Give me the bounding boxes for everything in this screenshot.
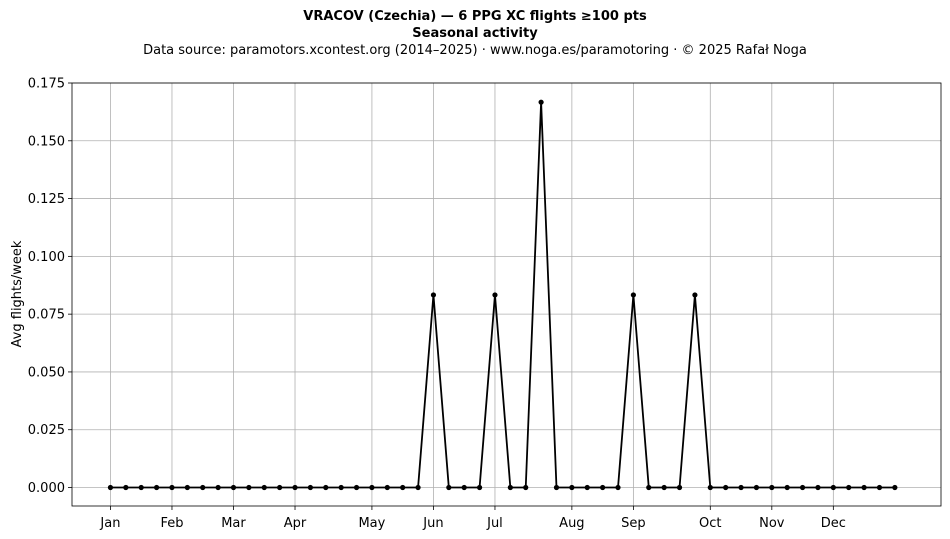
- data-point: [538, 99, 544, 105]
- data-point: [384, 484, 390, 491]
- data-point: [307, 484, 313, 491]
- tick-labels: Jan Feb Mar Apr May Jun Jul Aug Sep Oct Nov Dec 0.00…: [28, 77, 846, 532]
- y-tick-label: 0.075: [28, 308, 65, 323]
- x-tick-label: Aug: [559, 516, 584, 531]
- x-tick-label: Jul: [486, 516, 503, 531]
- x-tick-label: Jun: [422, 516, 443, 531]
- data-point: [815, 484, 821, 491]
- data-point: [707, 484, 713, 491]
- data-point: [277, 484, 283, 491]
- y-tick-label: 0.100: [28, 250, 65, 265]
- plot-frame: [71, 82, 942, 507]
- x-tick-label: May: [358, 516, 385, 531]
- data-point: [738, 484, 744, 491]
- data-point: [861, 484, 867, 491]
- data-point: [138, 484, 144, 491]
- data-point: [830, 484, 836, 491]
- data-point: [292, 484, 298, 491]
- data-point: [184, 484, 190, 491]
- data-point: [107, 484, 114, 491]
- data-point: [492, 292, 498, 298]
- data-point: [692, 292, 698, 298]
- data-point: [261, 484, 267, 491]
- data-point: [169, 484, 175, 491]
- data-point: [446, 484, 452, 491]
- data-point: [153, 484, 160, 491]
- x-tick-label: Jan: [99, 516, 120, 531]
- chart-title: VRACOV (Czechia) — 6 PPG XC flights ≥100…: [303, 9, 647, 24]
- data-point: [553, 484, 560, 491]
- y-tick-label: 0.150: [28, 134, 65, 149]
- x-tick-label: Dec: [821, 516, 846, 531]
- data-point: [615, 484, 621, 491]
- data-point: [338, 484, 344, 491]
- data-point: [476, 484, 483, 491]
- x-tick-label: Feb: [160, 516, 183, 531]
- data-point: [676, 484, 683, 491]
- data-point: [584, 484, 590, 491]
- data-point: [600, 484, 606, 491]
- data-point: [369, 484, 375, 491]
- data-point: [846, 484, 852, 491]
- axes: [68, 82, 942, 510]
- data-point: [430, 292, 437, 298]
- y-tick-label: 0.175: [28, 77, 65, 92]
- data-point: [876, 484, 883, 491]
- x-tick-label: Apr: [284, 516, 307, 531]
- y-tick-label: 0.125: [28, 192, 65, 207]
- data-point: [646, 484, 652, 491]
- data-point: [799, 484, 806, 491]
- data-point: [523, 484, 529, 491]
- x-tick-label: Nov: [759, 516, 785, 531]
- data-point: [784, 484, 790, 491]
- series-line: [110, 101, 895, 489]
- y-tick-label: 0.000: [28, 481, 65, 496]
- chart-subtitle: Seasonal activity: [412, 26, 538, 41]
- data-point: [400, 484, 406, 491]
- data-point: [230, 484, 237, 491]
- data-point: [753, 484, 760, 491]
- data-point: [507, 484, 513, 491]
- data-point: [723, 484, 729, 491]
- data-point: [353, 484, 360, 491]
- data-source-note: Data source: paramotors.xcontest.org (20…: [143, 43, 807, 58]
- data-point: [769, 484, 775, 491]
- data-point: [892, 484, 898, 491]
- y-tick-label: 0.025: [28, 423, 65, 438]
- data-point: [569, 484, 575, 491]
- data-point: [461, 484, 467, 491]
- data-point: [415, 484, 421, 491]
- x-tick-label: Sep: [621, 516, 646, 531]
- y-tick-label: 0.050: [28, 365, 65, 380]
- data-point: [323, 484, 329, 491]
- data-point: [630, 292, 636, 298]
- data-point: [215, 484, 221, 491]
- data-point: [200, 484, 206, 491]
- x-tick-label: Oct: [699, 516, 721, 531]
- series-line-group: [107, 99, 898, 491]
- y-axis-label: Avg flights/week: [10, 240, 25, 347]
- data-point: [661, 484, 667, 491]
- data-point: [123, 484, 129, 491]
- x-tick-label: Mar: [221, 516, 246, 531]
- data-point: [246, 484, 252, 491]
